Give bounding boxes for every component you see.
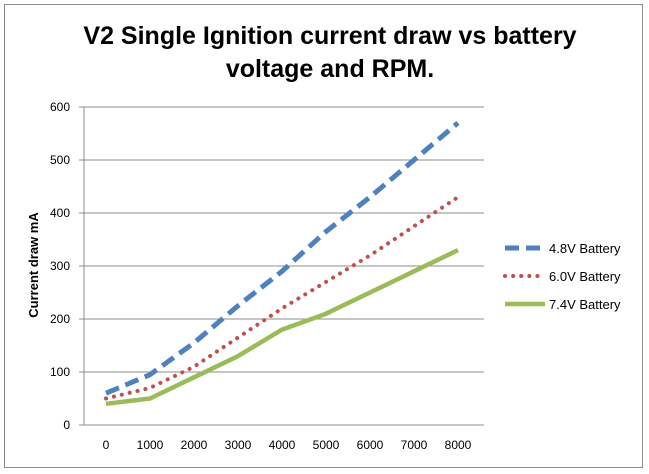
legend-label-2: 7.4V Battery bbox=[549, 297, 621, 312]
y-tick-label-600: 600 bbox=[50, 100, 70, 114]
axes bbox=[83, 107, 484, 426]
x-tick-label-6000: 6000 bbox=[357, 438, 384, 452]
x-tick-label-1000: 1000 bbox=[137, 438, 164, 452]
x-tick-label-3000: 3000 bbox=[225, 438, 252, 452]
legend-label-1: 6.0V Battery bbox=[549, 269, 621, 284]
x-tick-label-4000: 4000 bbox=[269, 438, 296, 452]
legend: 4.8V Battery 6.0V Battery 7.4V Battery bbox=[503, 241, 621, 312]
chart-title: V2 Single Ignition current draw vs batte… bbox=[60, 20, 600, 86]
x-tick-labels: 0 1000 2000 3000 4000 5000 6000 7000 8000 bbox=[103, 438, 472, 452]
series-line-6-0v-battery bbox=[104, 195, 460, 401]
y-tick-labels: 0 100 200 300 400 500 600 bbox=[50, 100, 70, 432]
y-tick-label-100: 100 bbox=[50, 365, 70, 379]
chart-title-line-2: voltage and RPM. bbox=[225, 55, 435, 83]
legend-label-0: 4.8V Battery bbox=[549, 241, 621, 256]
y-tick-label-300: 300 bbox=[50, 259, 70, 273]
chart-title-line-1: V2 Single Ignition current draw vs batte… bbox=[83, 22, 577, 50]
series-lines bbox=[104, 120, 460, 407]
y-tick-label-400: 400 bbox=[50, 206, 70, 220]
x-tick-label-2000: 2000 bbox=[181, 438, 208, 452]
series-line-4-8v-battery bbox=[105, 120, 460, 396]
x-tick-label-0: 0 bbox=[103, 438, 110, 452]
y-tick-label-500: 500 bbox=[50, 153, 70, 167]
x-tick-label-5000: 5000 bbox=[313, 438, 340, 452]
series-line-7-4v-battery bbox=[105, 248, 459, 407]
y-tick-label-0: 0 bbox=[63, 418, 70, 432]
x-tick-label-8000: 8000 bbox=[445, 438, 472, 452]
y-tick-label-200: 200 bbox=[50, 312, 70, 326]
x-tick-label-7000: 7000 bbox=[401, 438, 428, 452]
y-axis-label: Current draw mA bbox=[26, 212, 41, 318]
